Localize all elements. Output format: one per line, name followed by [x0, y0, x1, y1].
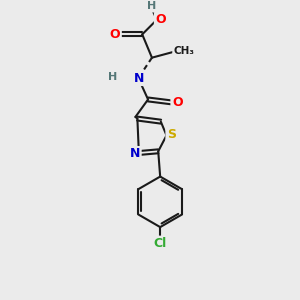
- Text: Cl: Cl: [154, 237, 167, 250]
- Text: H: H: [147, 1, 157, 11]
- Text: N: N: [130, 148, 140, 160]
- Text: O: O: [110, 28, 120, 41]
- Text: H: H: [109, 72, 118, 82]
- Text: CH₃: CH₃: [173, 46, 194, 56]
- Text: N: N: [134, 72, 145, 85]
- Text: O: O: [155, 13, 166, 26]
- Text: S: S: [167, 128, 176, 141]
- Text: O: O: [172, 96, 182, 109]
